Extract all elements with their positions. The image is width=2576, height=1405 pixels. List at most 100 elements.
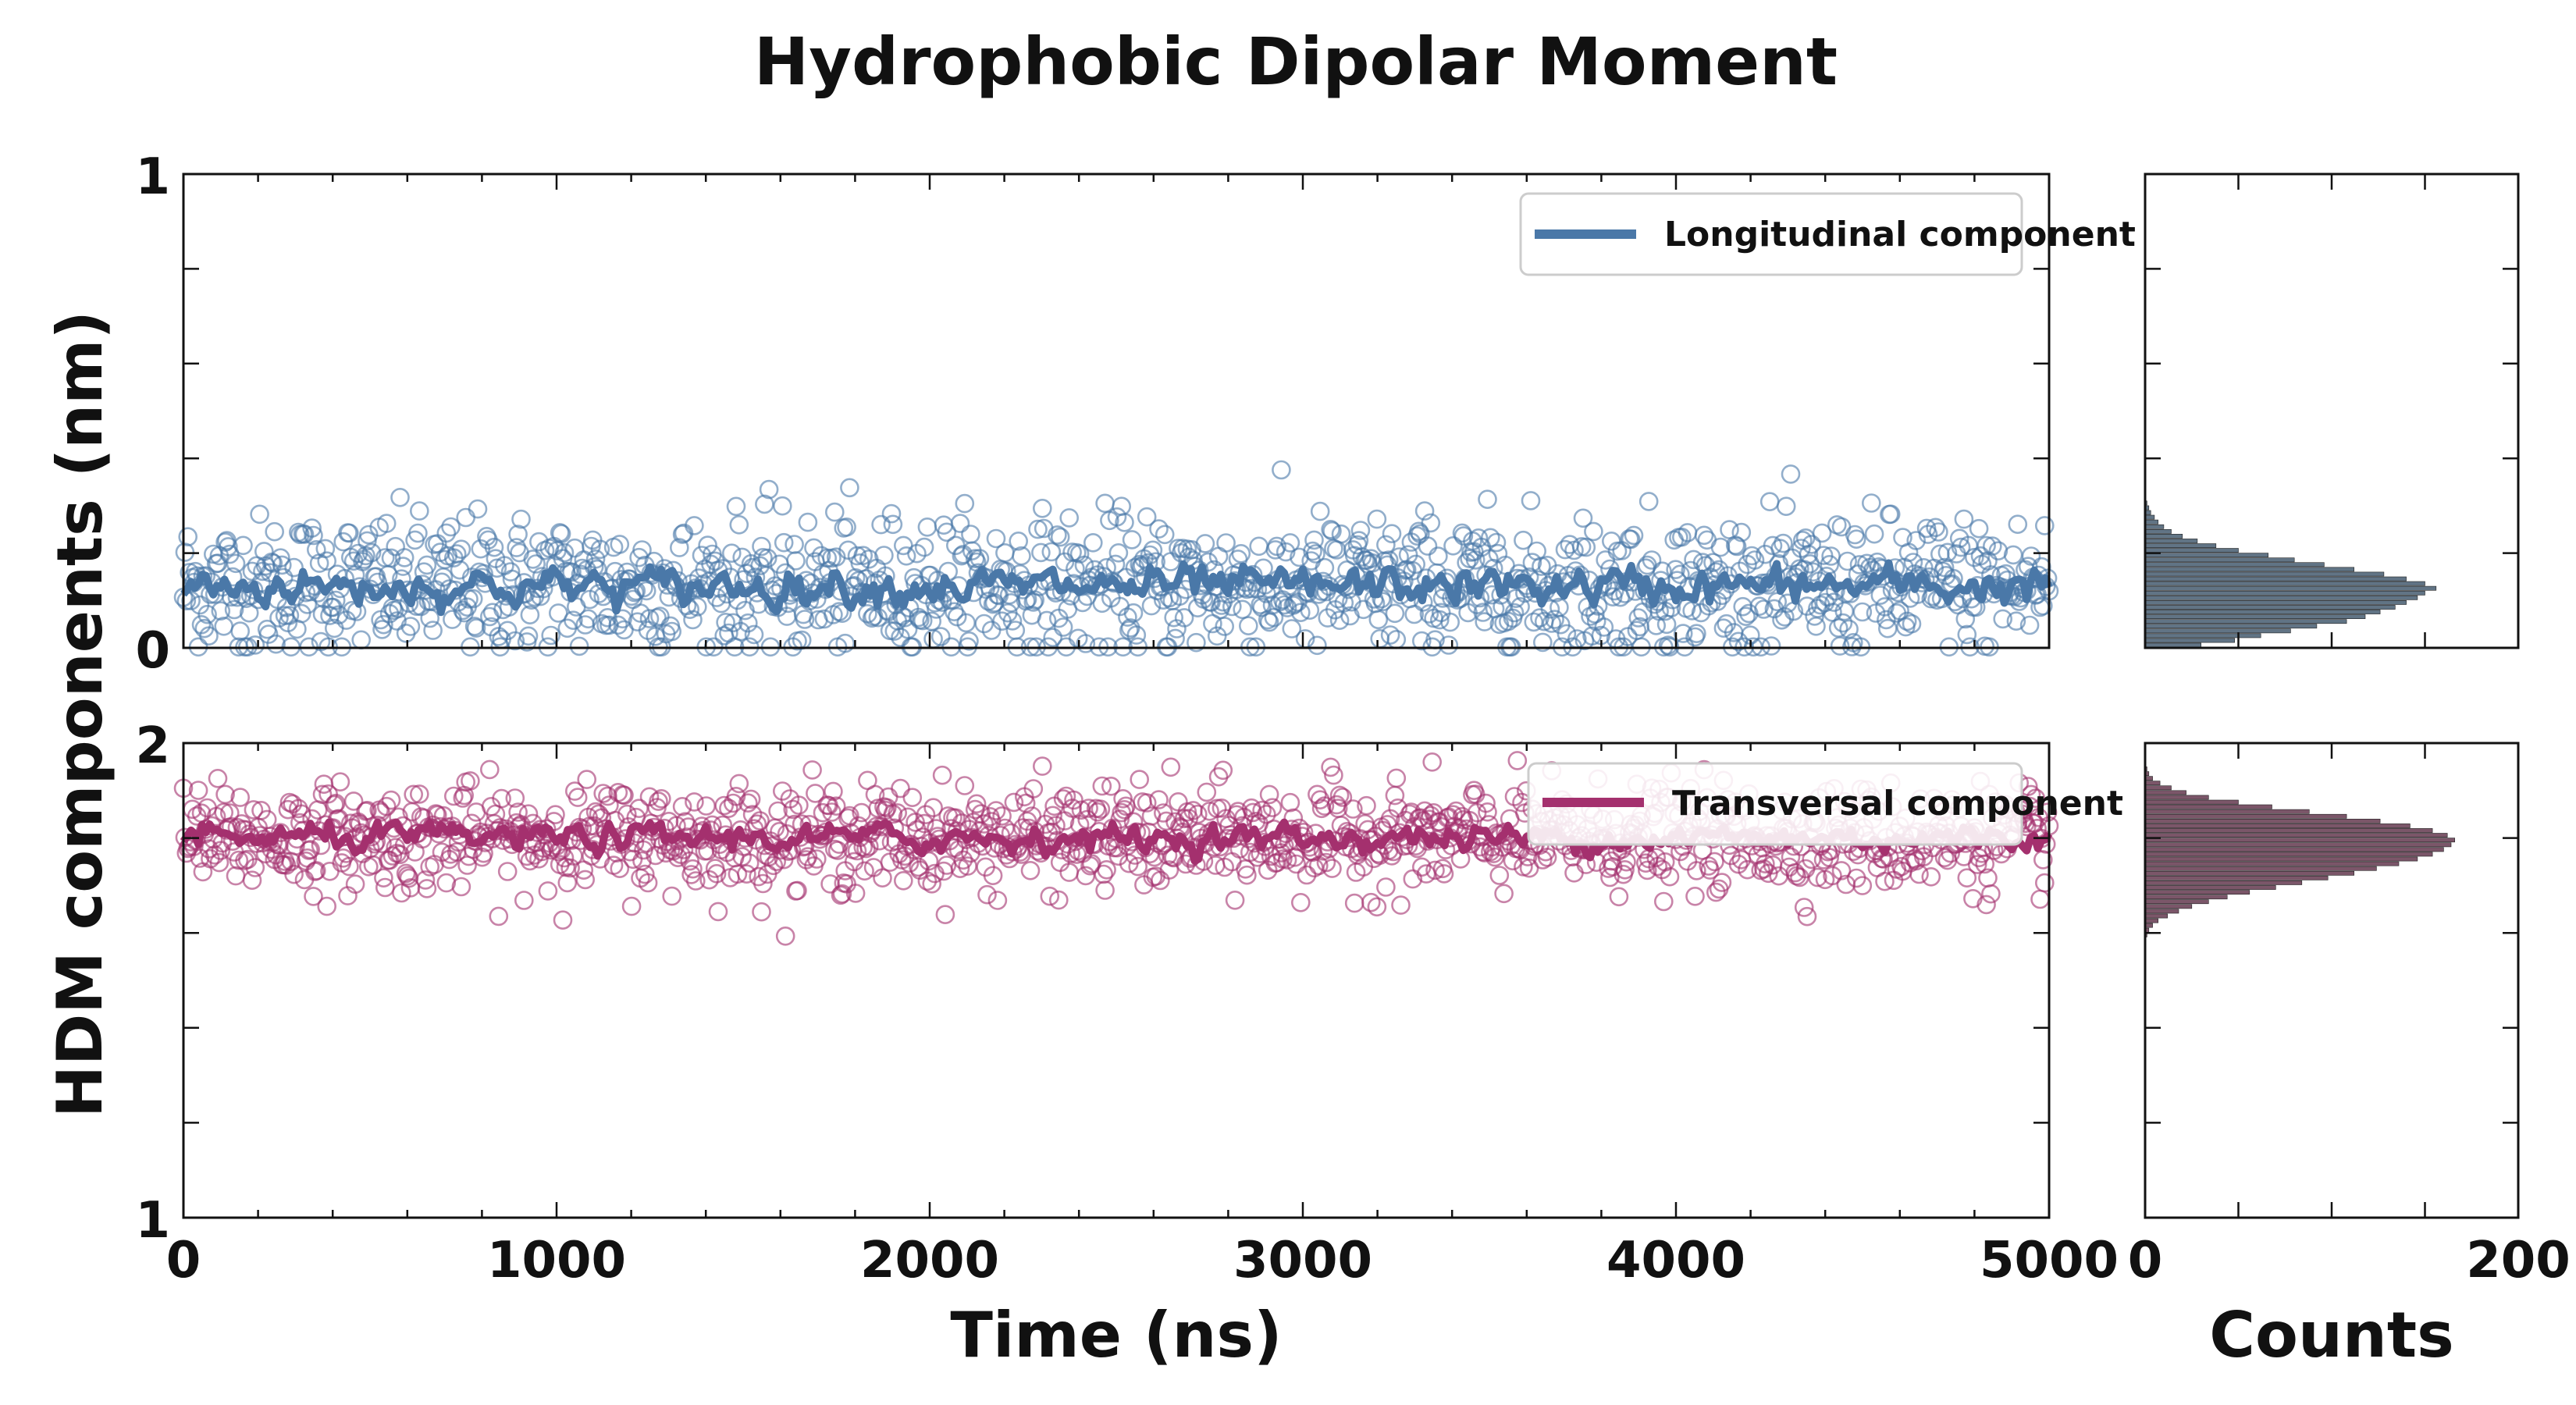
data-point-longitudinal bbox=[1542, 614, 1562, 633]
data-point-longitudinal bbox=[907, 543, 927, 564]
data-point-longitudinal bbox=[817, 548, 837, 568]
data-point-longitudinal bbox=[1249, 536, 1268, 557]
data-point-transversal bbox=[621, 896, 642, 916]
data-point-transversal bbox=[708, 902, 728, 922]
data-point-transversal bbox=[865, 784, 885, 805]
data-point-longitudinal bbox=[1727, 536, 1747, 557]
data-point-transversal bbox=[2037, 802, 2058, 822]
data-point-longitudinal bbox=[832, 603, 852, 624]
data-point-longitudinal bbox=[2035, 516, 2055, 535]
histogram-bar-longitudinal bbox=[2144, 562, 2325, 567]
data-point-transversal bbox=[966, 794, 987, 814]
data-point-longitudinal bbox=[500, 562, 521, 582]
data-point-longitudinal bbox=[744, 624, 764, 645]
data-point-transversal bbox=[211, 841, 231, 860]
data-point-longitudinal bbox=[1510, 596, 1530, 617]
data-point-longitudinal bbox=[1576, 537, 1596, 557]
legend-transversal: Transversal component bbox=[1527, 762, 2123, 846]
data-point-longitudinal bbox=[1880, 504, 1901, 525]
data-point-longitudinal bbox=[1215, 617, 1234, 636]
data-point-transversal bbox=[1020, 861, 1041, 880]
histogram-bar-transversal bbox=[2144, 809, 2310, 814]
data-point-transversal bbox=[1188, 804, 1208, 824]
data-point-longitudinal bbox=[390, 487, 410, 507]
data-point-longitudinal bbox=[541, 625, 561, 646]
data-point-longitudinal bbox=[340, 523, 359, 543]
data-point-longitudinal bbox=[1059, 508, 1079, 528]
data-point-transversal bbox=[1161, 757, 1181, 777]
data-point-longitudinal bbox=[1862, 493, 1881, 513]
data-point-transversal bbox=[199, 839, 219, 859]
data-point-longitudinal bbox=[814, 609, 834, 629]
data-point-transversal bbox=[1087, 802, 1108, 822]
data-point-transversal bbox=[635, 864, 655, 884]
data-point-transversal bbox=[404, 784, 424, 805]
data-point-transversal bbox=[1519, 858, 1539, 878]
data-point-transversal bbox=[508, 802, 528, 822]
data-point-longitudinal bbox=[1540, 599, 1560, 619]
histogram-bars-longitudinal bbox=[2144, 500, 2437, 648]
data-point-longitudinal bbox=[1174, 608, 1194, 628]
data-point-longitudinal bbox=[1066, 559, 1085, 578]
x-axis-label: Time (ns) bbox=[950, 1299, 1282, 1371]
histogram-bar-transversal bbox=[2144, 880, 2303, 885]
data-point-longitudinal bbox=[548, 603, 568, 623]
data-point-transversal bbox=[1638, 860, 1657, 880]
data-point-longitudinal bbox=[211, 601, 231, 621]
data-point-longitudinal bbox=[1421, 513, 1441, 533]
data-point-longitudinal bbox=[2003, 545, 2023, 565]
data-point-longitudinal bbox=[687, 597, 707, 617]
data-point-transversal bbox=[1237, 865, 1257, 885]
data-point-longitudinal bbox=[1164, 607, 1183, 628]
data-point-transversal bbox=[822, 802, 841, 822]
data-point-longitudinal bbox=[1419, 604, 1439, 624]
data-point-transversal bbox=[1485, 847, 1505, 867]
data-point-longitudinal bbox=[837, 517, 856, 537]
data-point-transversal bbox=[914, 813, 934, 834]
x-tick-labels: 0 1000 2000 3000 4000 5000 bbox=[166, 1232, 2119, 1289]
data-point-transversal bbox=[324, 795, 344, 815]
data-point-transversal bbox=[1280, 792, 1300, 813]
histogram-bar-longitudinal bbox=[2144, 619, 2347, 624]
data-point-longitudinal bbox=[456, 507, 476, 528]
data-point-transversal bbox=[1909, 864, 1929, 884]
data-point-longitudinal bbox=[914, 537, 934, 557]
data-point-longitudinal bbox=[1009, 531, 1028, 551]
data-point-transversal bbox=[987, 891, 1008, 910]
data-point-longitudinal bbox=[1321, 519, 1340, 539]
histogram-bar-transversal bbox=[2144, 890, 2250, 895]
data-point-transversal bbox=[1425, 860, 1445, 880]
histogram-bar-transversal bbox=[2144, 866, 2377, 871]
data-point-longitudinal bbox=[1105, 554, 1126, 574]
data-point-longitudinal bbox=[1239, 616, 1258, 636]
data-point-longitudinal bbox=[1310, 501, 1330, 521]
histogram-bar-transversal bbox=[2144, 847, 2444, 852]
data-point-transversal bbox=[902, 788, 923, 808]
data-point-longitudinal bbox=[1838, 551, 1857, 571]
data-point-longitudinal bbox=[1545, 610, 1564, 629]
hist-xtick-label-0: 0 bbox=[2128, 1232, 2163, 1289]
data-point-transversal bbox=[1808, 867, 1827, 887]
data-point-longitudinal bbox=[937, 522, 957, 542]
data-point-transversal bbox=[546, 805, 565, 824]
data-point-transversal bbox=[317, 896, 337, 916]
data-point-longitudinal bbox=[197, 604, 217, 624]
data-point-longitudinal bbox=[608, 615, 628, 635]
data-point-transversal bbox=[1159, 860, 1179, 880]
data-point-transversal bbox=[1291, 893, 1311, 912]
data-point-transversal bbox=[1617, 852, 1636, 872]
data-point-longitudinal bbox=[1902, 614, 1922, 634]
data-point-longitudinal bbox=[386, 536, 406, 557]
data-point-longitudinal bbox=[1385, 603, 1405, 624]
data-point-longitudinal bbox=[1969, 518, 1989, 539]
data-point-longitudinal bbox=[518, 626, 539, 646]
data-point-transversal bbox=[244, 800, 264, 820]
data-point-transversal bbox=[935, 905, 955, 924]
data-point-longitudinal bbox=[909, 607, 928, 628]
data-point-transversal bbox=[632, 851, 652, 871]
data-point-longitudinal bbox=[1745, 550, 1765, 570]
data-point-longitudinal bbox=[1473, 603, 1493, 622]
scatter-longitudinal bbox=[173, 460, 2059, 657]
data-point-transversal bbox=[763, 855, 784, 876]
data-point-transversal bbox=[436, 873, 457, 893]
